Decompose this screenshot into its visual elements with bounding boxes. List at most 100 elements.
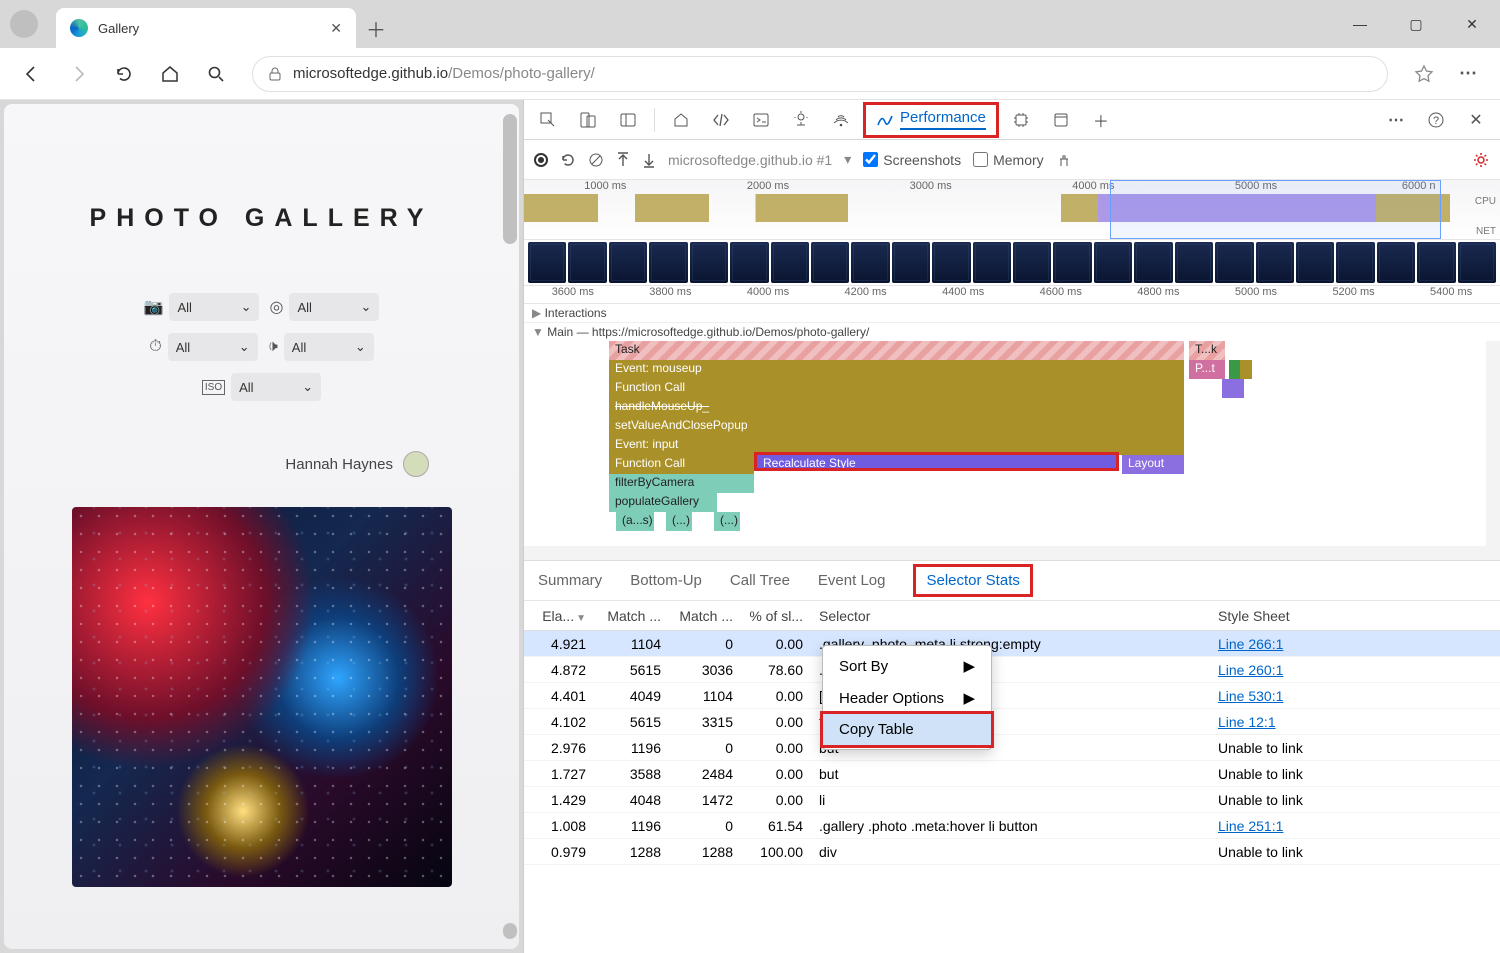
close-window-button[interactable]: ✕ bbox=[1444, 0, 1500, 48]
col-match-c[interactable]: Match ... bbox=[669, 604, 741, 628]
browser-tab[interactable]: Gallery ✕ bbox=[56, 8, 356, 48]
welcome-tab[interactable] bbox=[663, 102, 699, 138]
tab-call-tree[interactable]: Call Tree bbox=[730, 572, 790, 589]
timeline-overview[interactable]: 1000 ms2000 ms 3000 ms4000 ms 5000 ms600… bbox=[524, 180, 1500, 240]
table-row[interactable]: 1.0081196061.54.gallery .photo .meta:hov… bbox=[524, 813, 1500, 839]
col-pct[interactable]: % of sl... bbox=[741, 604, 811, 628]
col-selector[interactable]: Selector bbox=[811, 604, 1210, 628]
exposure-filter[interactable]: All⌄ bbox=[168, 333, 258, 361]
performance-tab[interactable]: Performance bbox=[863, 102, 999, 138]
table-row[interactable]: 4.921110400.00.gallery .photo .meta li s… bbox=[524, 631, 1500, 657]
perf-controls: microsoftedge.github.io #1 ▾ Screenshots… bbox=[524, 140, 1500, 180]
elements-tab[interactable] bbox=[703, 102, 739, 138]
forward-button bbox=[58, 54, 98, 94]
sources-tab[interactable] bbox=[783, 102, 819, 138]
maximize-button[interactable]: ▢ bbox=[1388, 0, 1444, 48]
exposure-icon: ⏱ bbox=[149, 338, 161, 356]
record-button[interactable] bbox=[534, 153, 548, 167]
titlebar: Gallery ✕ ＋ — ▢ ✕ bbox=[0, 0, 1500, 48]
lock-icon bbox=[267, 66, 283, 82]
clear-button[interactable] bbox=[588, 152, 604, 168]
user-name: Hannah Haynes bbox=[4, 451, 429, 477]
edge-logo-icon bbox=[70, 19, 88, 37]
refresh-button[interactable] bbox=[104, 54, 144, 94]
flame-scrollbar-h[interactable] bbox=[524, 546, 1486, 560]
ctx-header-options[interactable]: Header Options▶ bbox=[823, 682, 991, 714]
filmstrip[interactable] bbox=[524, 240, 1500, 286]
more-tools-icon[interactable]: ⋯ bbox=[1378, 102, 1414, 138]
gallery-photo[interactable] bbox=[72, 507, 452, 887]
selector-stats-table: Ela...▼ Match ... Match ... % of sl... S… bbox=[524, 601, 1500, 953]
table-row[interactable]: 1.429404814720.00liUnable to link bbox=[524, 787, 1500, 813]
table-row[interactable]: 4.8725615303678.60.gaLine 260:1 bbox=[524, 657, 1500, 683]
upload-button[interactable] bbox=[616, 152, 630, 168]
memory-tab[interactable] bbox=[1003, 102, 1039, 138]
context-chevron-icon[interactable]: ▾ bbox=[844, 151, 851, 168]
tab-summary[interactable]: Summary bbox=[538, 572, 602, 589]
close-devtools-icon[interactable]: ✕ bbox=[1458, 102, 1494, 138]
reload-record-button[interactable] bbox=[560, 152, 576, 168]
settings-gear-icon[interactable] bbox=[1472, 151, 1490, 169]
screenshots-checkbox[interactable]: Screenshots bbox=[863, 152, 961, 168]
context-menu: Sort By▶ Header Options▶ Copy Table bbox=[822, 645, 992, 750]
home-button[interactable] bbox=[150, 54, 190, 94]
ctx-copy-table[interactable]: Copy Table bbox=[820, 711, 994, 748]
col-elapsed[interactable]: Ela...▼ bbox=[524, 604, 594, 628]
favorite-button[interactable] bbox=[1404, 54, 1444, 94]
table-row[interactable]: 4.102561533150.00*Line 12:1 bbox=[524, 709, 1500, 735]
context-label[interactable]: microsoftedge.github.io #1 bbox=[668, 152, 832, 168]
inspect-icon[interactable] bbox=[530, 102, 566, 138]
more-button[interactable]: ⋯ bbox=[1448, 54, 1488, 94]
tab-selector-stats[interactable]: Selector Stats bbox=[913, 564, 1032, 597]
table-row[interactable]: 2.976119600.00butUnable to link bbox=[524, 735, 1500, 761]
address-bar: microsoftedge.github.io/Demos/photo-gall… bbox=[0, 48, 1500, 100]
page-pane: PHOTO GALLERY 📷 All⌄ ◎ All⌄ ⏱ All⌄ bbox=[4, 104, 519, 949]
table-row[interactable]: 1.727358824840.00butUnable to link bbox=[524, 761, 1500, 787]
ctx-sort-by[interactable]: Sort By▶ bbox=[823, 650, 991, 682]
table-header: Ela...▼ Match ... Match ... % of sl... S… bbox=[524, 601, 1500, 631]
download-button[interactable] bbox=[642, 152, 656, 168]
tab-event-log[interactable]: Event Log bbox=[818, 572, 886, 589]
devtools-toolbar: Performance ＋ ⋯ ? ✕ bbox=[524, 100, 1500, 140]
camera-filter[interactable]: All⌄ bbox=[169, 293, 259, 321]
camera-icon: 📷 bbox=[144, 297, 164, 317]
back-button[interactable] bbox=[12, 54, 52, 94]
flame-scrollbar-v[interactable] bbox=[1486, 341, 1500, 560]
address-field[interactable]: microsoftedge.github.io/Demos/photo-gall… bbox=[252, 56, 1388, 92]
scrollbar[interactable] bbox=[503, 114, 517, 244]
iso-filter[interactable]: All⌄ bbox=[231, 373, 321, 401]
profile-button[interactable] bbox=[0, 0, 48, 48]
table-row[interactable]: 4.401404911040.00[claLine 530:1 bbox=[524, 683, 1500, 709]
application-tab[interactable] bbox=[1043, 102, 1079, 138]
tab-title: Gallery bbox=[98, 21, 320, 36]
help-icon[interactable]: ? bbox=[1418, 102, 1454, 138]
speaker-icon: 🕩 bbox=[268, 338, 278, 356]
scrollbar-down[interactable] bbox=[503, 923, 517, 939]
devtools-panel: Performance ＋ ⋯ ? ✕ microsoftedge.github… bbox=[523, 100, 1500, 953]
main-track[interactable]: Main — https://microsoftedge.github.io/D… bbox=[524, 322, 1500, 341]
device-icon[interactable] bbox=[570, 102, 606, 138]
page-title: PHOTO GALLERY bbox=[4, 204, 519, 233]
new-tab-button[interactable]: ＋ bbox=[356, 8, 396, 48]
detail-tabs: Summary Bottom-Up Call Tree Event Log Se… bbox=[524, 561, 1500, 601]
memory-checkbox[interactable]: Memory bbox=[973, 152, 1044, 168]
time-ruler[interactable]: 3600 ms3800 ms 4000 ms4200 ms 4400 ms460… bbox=[524, 286, 1500, 304]
col-sheet[interactable]: Style Sheet bbox=[1210, 604, 1500, 628]
network-tab[interactable] bbox=[823, 102, 859, 138]
console-tab[interactable] bbox=[743, 102, 779, 138]
aperture-filter[interactable]: All⌄ bbox=[289, 293, 379, 321]
close-tab-icon[interactable]: ✕ bbox=[330, 20, 342, 37]
flame-chart[interactable]: Task T...k Event: mouseup P...t Function… bbox=[524, 341, 1500, 561]
performance-icon bbox=[876, 111, 894, 129]
col-match-a[interactable]: Match ... bbox=[594, 604, 669, 628]
url-text: microsoftedge.github.io/Demos/photo-gall… bbox=[293, 65, 595, 82]
tab-bottom-up[interactable]: Bottom-Up bbox=[630, 572, 702, 589]
table-row[interactable]: 0.97912881288100.00divUnable to link bbox=[524, 839, 1500, 865]
focal-filter[interactable]: All⌄ bbox=[284, 333, 374, 361]
gc-button[interactable] bbox=[1056, 152, 1072, 168]
interactions-track[interactable]: Interactions bbox=[524, 304, 1500, 322]
panel-icon[interactable] bbox=[610, 102, 646, 138]
search-button[interactable] bbox=[196, 54, 236, 94]
more-tabs-button[interactable]: ＋ bbox=[1083, 102, 1119, 138]
minimize-button[interactable]: — bbox=[1332, 0, 1388, 48]
